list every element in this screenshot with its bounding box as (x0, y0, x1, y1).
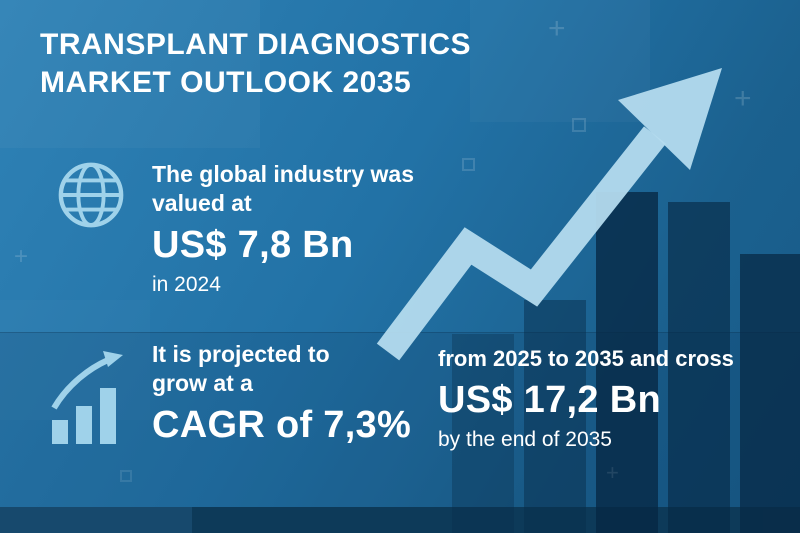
page-title: TRANSPLANT DIAGNOSTICS MARKET OUTLOOK 20… (40, 26, 471, 102)
stat-valuation-value: US$ 7,8 Bn (152, 224, 354, 266)
stat-growth: It is projected to grow at a CAGR of 7,3… (50, 340, 411, 451)
title-line-1: TRANSPLANT DIAGNOSTICS (40, 28, 471, 61)
stat-valuation-note: in 2024 (152, 273, 221, 296)
intro-line: It is projected to (152, 341, 330, 367)
intro-line: valued at (152, 190, 252, 216)
plus-icon: + (606, 460, 619, 485)
square-icon (120, 470, 132, 482)
plus-icon: + (734, 82, 752, 115)
plus-icon: + (548, 12, 566, 45)
growth-bars-icon (50, 350, 126, 451)
stat-growth-text: It is projected to grow at a CAGR of 7,3… (152, 340, 411, 447)
square-icon (572, 118, 586, 132)
stat-growth-value: CAGR of 7,3% (152, 404, 412, 446)
bottom-strip-segment (0, 507, 192, 533)
chart-bar (452, 334, 514, 533)
stat-growth-intro: It is projected to grow at a (152, 340, 411, 398)
globe-icon (56, 160, 126, 235)
plus-icon: + (14, 243, 29, 270)
square-icon (462, 158, 475, 171)
stat-valuation-intro: The global industry was valued at (152, 160, 414, 218)
arrow-head (618, 68, 722, 170)
intro-line: grow at a (152, 370, 253, 396)
stat-forecast-note: by the end of 2035 (438, 428, 612, 451)
chart-bar (668, 202, 730, 533)
stat-forecast-value: US$ 17,2 Bn (438, 379, 661, 421)
title-line-2: MARKET OUTLOOK 2035 (40, 66, 412, 99)
stat-valuation-text: The global industry was valued at US$ 7,… (152, 160, 414, 298)
intro-line: The global industry was (152, 161, 414, 187)
stat-valuation: The global industry was valued at US$ 7,… (56, 160, 414, 298)
chart-bar (740, 254, 800, 533)
stat-forecast-intro: from 2025 to 2035 and cross (438, 346, 734, 371)
stat-forecast: from 2025 to 2035 and cross US$ 17,2 Bn … (438, 344, 734, 453)
